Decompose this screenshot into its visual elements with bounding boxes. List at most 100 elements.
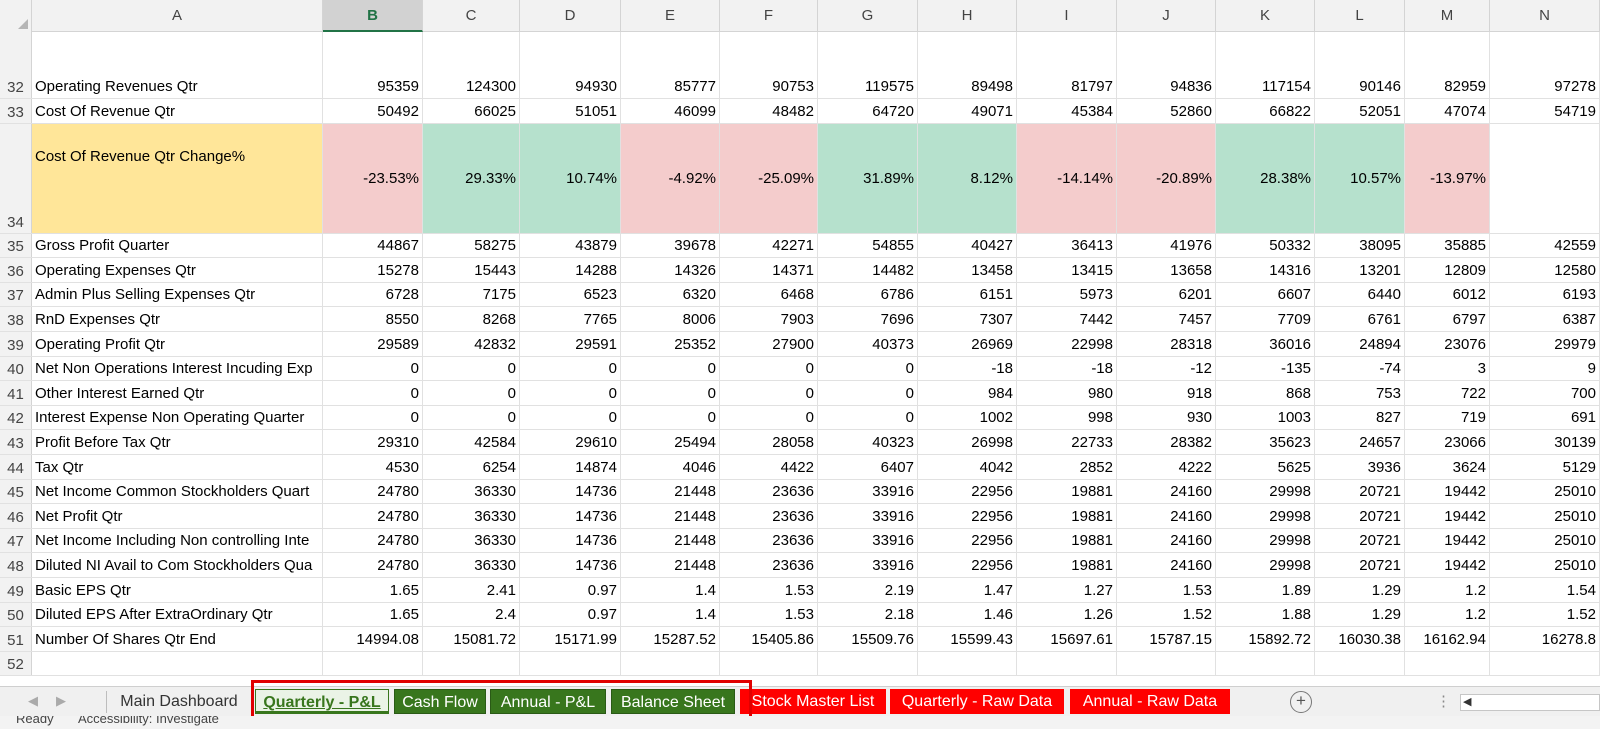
scroll-tabs-left-icon[interactable]: ◀	[28, 693, 38, 708]
column-header-d[interactable]: D	[520, 0, 621, 32]
value-cell-e[interactable]: 25352	[621, 332, 720, 356]
value-cell-j[interactable]: -12	[1117, 356, 1216, 381]
value-cell-m[interactable]: 47074	[1405, 99, 1490, 123]
value-cell-k[interactable]: 7709	[1216, 307, 1315, 331]
column-header-l[interactable]: L	[1315, 0, 1405, 32]
value-cell-i[interactable]	[1017, 651, 1117, 676]
value-cell-l[interactable]: 3936	[1315, 455, 1405, 479]
horizontal-scrollbar[interactable]: ◀	[1460, 694, 1600, 711]
value-cell-j[interactable]: 24160	[1117, 528, 1216, 553]
row-number[interactable]: 42	[0, 405, 32, 430]
row-label-cell[interactable]: Cost Of Revenue Qtr Change%	[32, 123, 323, 233]
value-cell-g[interactable]	[818, 651, 918, 676]
row-number[interactable]: 41	[0, 381, 32, 405]
value-cell-e[interactable]: 21448	[621, 504, 720, 528]
value-cell-j[interactable]: 918	[1117, 381, 1216, 405]
value-cell-c[interactable]: 6254	[423, 455, 520, 479]
value-cell-c[interactable]: 36330	[423, 553, 520, 577]
value-cell-h[interactable]: 26969	[918, 332, 1017, 356]
value-cell-e[interactable]: 1.4	[621, 578, 720, 602]
value-cell-g[interactable]: 2.19	[818, 578, 918, 602]
value-cell-m[interactable]: 719	[1405, 405, 1490, 430]
value-cell-m[interactable]: 722	[1405, 381, 1490, 405]
value-cell-f[interactable]	[720, 651, 818, 676]
value-cell-h[interactable]: 1002	[918, 405, 1017, 430]
value-cell-f[interactable]: 90753	[720, 32, 818, 98]
status-accessibility[interactable]: Accessibility: Investigate	[78, 716, 219, 726]
value-cell-f[interactable]: 0	[720, 356, 818, 381]
value-cell-f[interactable]: 23636	[720, 528, 818, 553]
value-cell-i[interactable]: -14.14%	[1017, 123, 1117, 233]
row-label-cell[interactable]: Net Profit Qtr	[32, 504, 323, 528]
value-cell-m[interactable]: 19442	[1405, 479, 1490, 504]
value-cell-c[interactable]: 66025	[423, 99, 520, 123]
value-cell-h[interactable]: 22956	[918, 528, 1017, 553]
value-cell-d[interactable]: 14736	[520, 553, 621, 577]
sheet-tab-cash-flow[interactable]: Cash Flow	[394, 689, 486, 714]
value-cell-i[interactable]: 45384	[1017, 99, 1117, 123]
value-cell-n[interactable]: 54719	[1490, 99, 1600, 123]
value-cell-k[interactable]: 117154	[1216, 32, 1315, 98]
value-cell-h[interactable]: 40427	[918, 233, 1017, 258]
value-cell-h[interactable]: 7307	[918, 307, 1017, 331]
row-label-cell[interactable]: Profit Before Tax Qtr	[32, 430, 323, 454]
value-cell-e[interactable]: 21448	[621, 479, 720, 504]
row-label-cell[interactable]: RnD Expenses Qtr	[32, 307, 323, 331]
value-cell-j[interactable]: 7457	[1117, 307, 1216, 331]
value-cell-b[interactable]: 24780	[323, 479, 423, 504]
value-cell-g[interactable]: 6786	[818, 282, 918, 307]
value-cell-g[interactable]: 40373	[818, 332, 918, 356]
value-cell-g[interactable]: 6407	[818, 455, 918, 479]
value-cell-i[interactable]: 998	[1017, 405, 1117, 430]
column-header-c[interactable]: C	[423, 0, 520, 32]
column-header-a[interactable]: A	[32, 0, 323, 32]
column-header-n[interactable]: N	[1490, 0, 1600, 32]
value-cell-d[interactable]: 14736	[520, 504, 621, 528]
column-header-m[interactable]: M	[1405, 0, 1490, 32]
value-cell-j[interactable]: 24160	[1117, 504, 1216, 528]
value-cell-e[interactable]: 0	[621, 356, 720, 381]
value-cell-c[interactable]: 36330	[423, 504, 520, 528]
value-cell-i[interactable]: 19881	[1017, 553, 1117, 577]
row-number[interactable]: 51	[0, 627, 32, 651]
value-cell-f[interactable]: -25.09%	[720, 123, 818, 233]
row-number[interactable]: 33	[0, 99, 32, 123]
value-cell-e[interactable]: 15287.52	[621, 627, 720, 651]
value-cell-b[interactable]: 24780	[323, 528, 423, 553]
value-cell-c[interactable]: 124300	[423, 32, 520, 98]
row-label-cell[interactable]: Cost Of Revenue Qtr	[32, 99, 323, 123]
value-cell-l[interactable]: 1.29	[1315, 602, 1405, 627]
value-cell-d[interactable]: 14736	[520, 479, 621, 504]
value-cell-l[interactable]: 6440	[1315, 282, 1405, 307]
value-cell-f[interactable]: 42271	[720, 233, 818, 258]
value-cell-e[interactable]: 39678	[621, 233, 720, 258]
value-cell-f[interactable]: 0	[720, 405, 818, 430]
value-cell-f[interactable]: 23636	[720, 553, 818, 577]
value-cell-l[interactable]: 753	[1315, 381, 1405, 405]
value-cell-c[interactable]: 42832	[423, 332, 520, 356]
value-cell-b[interactable]: -23.53%	[323, 123, 423, 233]
more-options-icon[interactable]: ⋮	[1436, 693, 1451, 710]
sheet-tab-quarterly-raw-data[interactable]: Quarterly - Raw Data	[890, 689, 1064, 714]
row-label-cell[interactable]: Other Interest Earned Qtr	[32, 381, 323, 405]
row-number[interactable]: 37	[0, 282, 32, 307]
value-cell-k[interactable]: 1.88	[1216, 602, 1315, 627]
value-cell-b[interactable]: 0	[323, 356, 423, 381]
row-label-cell[interactable]: Operating Expenses Qtr	[32, 258, 323, 282]
value-cell-g[interactable]: 0	[818, 405, 918, 430]
value-cell-n[interactable]: 16278.8	[1490, 627, 1600, 651]
value-cell-g[interactable]: 15509.76	[818, 627, 918, 651]
value-cell-i[interactable]: -18	[1017, 356, 1117, 381]
value-cell-i[interactable]: 1.27	[1017, 578, 1117, 602]
row-number[interactable]: 44	[0, 455, 32, 479]
value-cell-b[interactable]: 4530	[323, 455, 423, 479]
sheet-tab-annual-p-l[interactable]: Annual - P&L	[490, 689, 606, 714]
value-cell-m[interactable]: 23066	[1405, 430, 1490, 454]
column-header-f[interactable]: F	[720, 0, 818, 32]
value-cell-c[interactable]: 15443	[423, 258, 520, 282]
row-number[interactable]: 48	[0, 553, 32, 577]
value-cell-k[interactable]: 50332	[1216, 233, 1315, 258]
value-cell-j[interactable]: 52860	[1117, 99, 1216, 123]
value-cell-l[interactable]: 13201	[1315, 258, 1405, 282]
row-number[interactable]: 35	[0, 233, 32, 258]
